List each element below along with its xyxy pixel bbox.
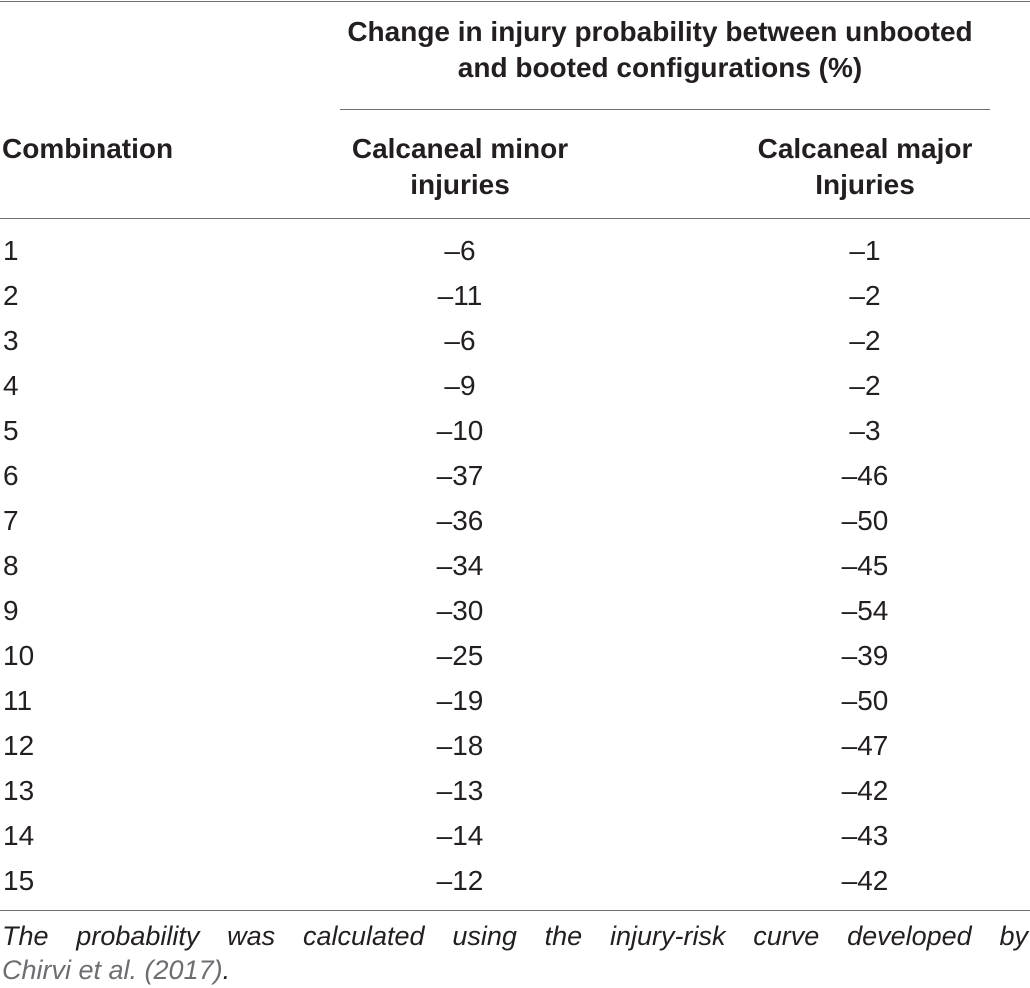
minor-header-line2: injuries [410, 169, 510, 200]
major-injuries-cell: –45 [841, 550, 889, 581]
citation-link[interactable]: Chirvi et al. (2017) [2, 955, 223, 985]
major-injuries-cell: –3 [849, 415, 881, 446]
major-injuries-cell: –42 [841, 775, 889, 806]
table-row: 7 –36 –50 [0, 498, 1030, 543]
combination-cell: 15 [3, 865, 35, 896]
table-body: 1 –6 –1 2 –11 –2 3 –6 –2 4 –9 –2 5 –10 –… [0, 228, 1030, 903]
minor-injuries-cell: –37 [436, 460, 484, 491]
group-header: Change in injury probability between unb… [300, 14, 1020, 86]
combination-cell: 1 [3, 235, 19, 266]
header-rule [0, 218, 1030, 219]
minor-injuries-cell: –25 [436, 640, 484, 671]
major-injuries-cell: –2 [849, 280, 881, 311]
major-injuries-cell: –50 [841, 685, 889, 716]
combination-cell: 2 [3, 280, 19, 311]
minor-injuries-cell: –14 [436, 820, 484, 851]
combination-cell: 8 [3, 550, 19, 581]
group-header-line2: and booted configurations (%) [457, 52, 863, 83]
minor-injuries-cell: –12 [436, 865, 484, 896]
table-row: 2 –11 –2 [0, 273, 1030, 318]
combination-cell: 4 [3, 370, 19, 401]
top-rule [0, 1, 1030, 2]
minor-injuries-cell: –6 [444, 325, 476, 356]
combination-cell: 12 [3, 730, 35, 761]
minor-injuries-cell: –11 [437, 280, 483, 311]
minor-injuries-cell: –30 [436, 595, 484, 626]
major-injuries-cell: –1 [849, 235, 881, 266]
footnote-text: The probability was calculated using the… [2, 921, 1028, 951]
bottom-rule [0, 910, 1030, 911]
table-row: 5 –10 –3 [0, 408, 1030, 453]
footnote-line2: Chirvi et al. (2017). [2, 953, 1028, 987]
major-injuries-cell: –39 [841, 640, 889, 671]
major-injuries-cell: –47 [841, 730, 889, 761]
major-header-line1: Calcaneal major [757, 133, 973, 164]
combination-cell: 7 [3, 505, 19, 536]
table-row: 13 –13 –42 [0, 768, 1030, 813]
table-row: 8 –34 –45 [0, 543, 1030, 588]
minor-injuries-cell: –34 [436, 550, 484, 581]
table-row: 12 –18 –47 [0, 723, 1030, 768]
combination-cell: 11 [3, 685, 33, 716]
minor-injuries-column-header: Calcaneal minor injuries [310, 131, 610, 203]
major-injuries-cell: –43 [841, 820, 889, 851]
footnote-period: . [222, 955, 231, 985]
minor-injuries-cell: –6 [444, 235, 476, 266]
group-header-line1: Change in injury probability between unb… [347, 16, 973, 47]
major-injuries-cell: –54 [841, 595, 889, 626]
minor-injuries-cell: –13 [436, 775, 484, 806]
table-row: 3 –6 –2 [0, 318, 1030, 363]
minor-injuries-cell: –19 [436, 685, 484, 716]
major-injuries-cell: –50 [841, 505, 889, 536]
major-injuries-cell: –2 [849, 370, 881, 401]
major-injuries-cell: –2 [849, 325, 881, 356]
combination-cell: 10 [3, 640, 35, 671]
major-header-line2: Injuries [815, 169, 915, 200]
combination-cell: 13 [3, 775, 35, 806]
table-row: 10 –25 –39 [0, 633, 1030, 678]
major-injuries-cell: –42 [841, 865, 889, 896]
combination-cell: 9 [3, 595, 19, 626]
table-row: 15 –12 –42 [0, 858, 1030, 903]
table-row: 4 –9 –2 [0, 363, 1030, 408]
minor-injuries-cell: –9 [444, 370, 476, 401]
table-row: 14 –14 –43 [0, 813, 1030, 858]
table-row: 9 –30 –54 [0, 588, 1030, 633]
major-injuries-cell: –46 [841, 460, 889, 491]
combination-column-header: Combination [2, 133, 174, 164]
table-row: 11 –19 –50 [0, 678, 1030, 723]
minor-injuries-cell: –36 [436, 505, 484, 536]
minor-header-line1: Calcaneal minor [351, 133, 569, 164]
combination-cell: 3 [3, 325, 19, 356]
table-footnote: The probability was calculated using the… [2, 919, 1028, 987]
combination-cell: 5 [3, 415, 19, 446]
table-row: 6 –37 –46 [0, 453, 1030, 498]
group-header-rule [340, 109, 990, 110]
combination-cell: 6 [3, 460, 19, 491]
combination-cell: 14 [3, 820, 35, 851]
table-row: 1 –6 –1 [0, 228, 1030, 273]
major-injuries-column-header: Calcaneal major Injuries [715, 131, 1015, 203]
minor-injuries-cell: –10 [436, 415, 484, 446]
minor-injuries-cell: –18 [436, 730, 484, 761]
